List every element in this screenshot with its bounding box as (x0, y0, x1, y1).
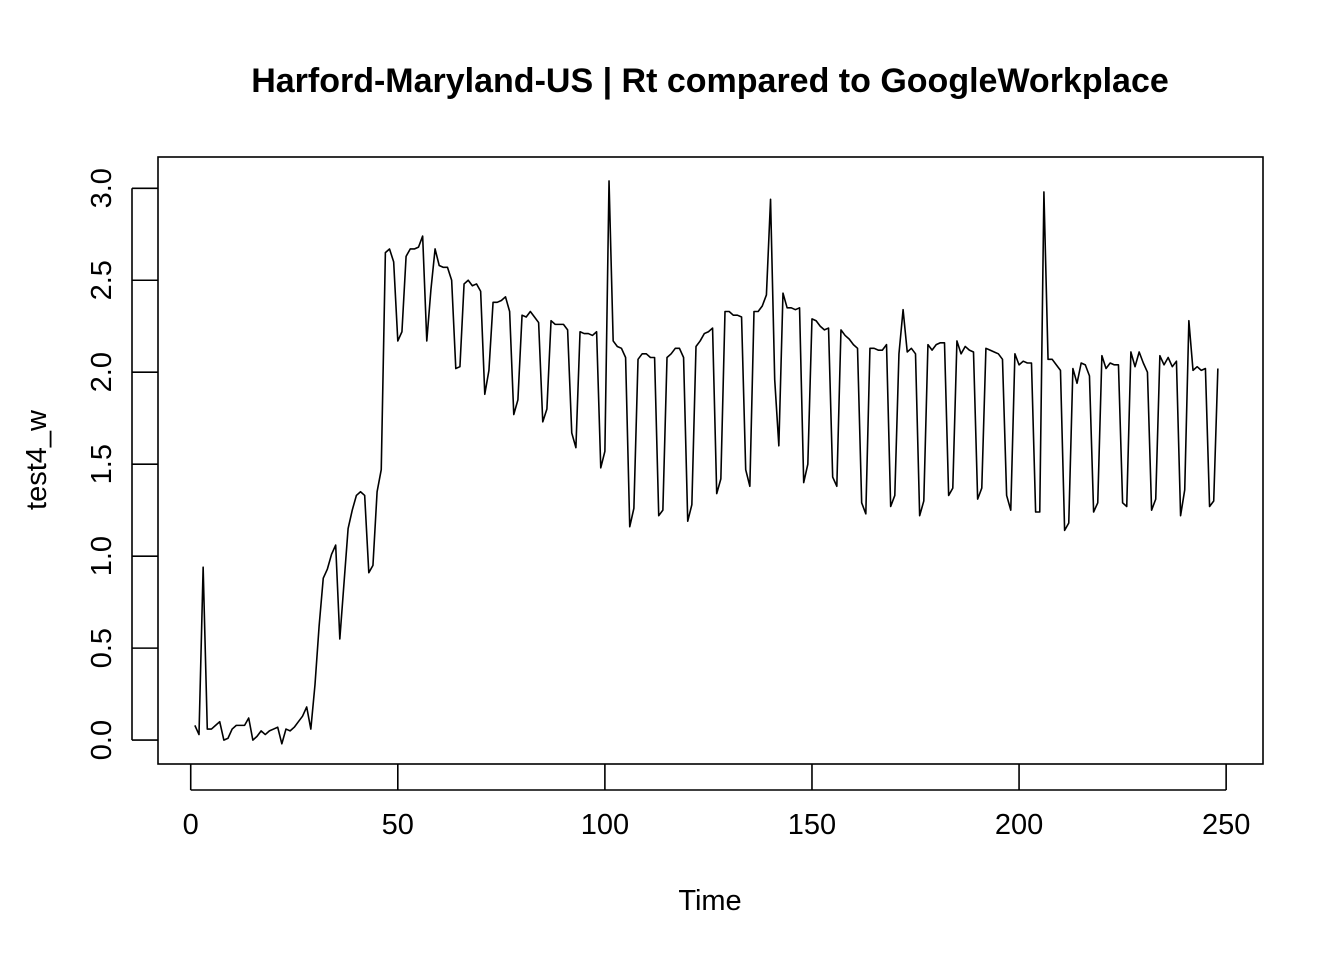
x-tick-label: 250 (1202, 809, 1250, 841)
x-tick-label: 150 (788, 809, 836, 841)
y-tick-label: 1.5 (86, 444, 118, 484)
x-tick-label: 200 (995, 809, 1043, 841)
x-tick-label: 0 (183, 809, 199, 841)
series-layer (194, 180, 1219, 745)
y-axis: 0.0 0.5 1.0 1.5 2.0 2.5 3.0 (86, 168, 158, 760)
y-tick-label: 0.0 (86, 720, 118, 760)
y-tick-label: 2.0 (86, 352, 118, 392)
y-tick-label: 2.5 (86, 260, 118, 300)
x-tick-label: 100 (581, 809, 629, 841)
chart-title: Harford-Maryland-US | Rt compared to Goo… (251, 62, 1169, 100)
series-line (194, 180, 1219, 745)
y-tick-label: 3.0 (86, 168, 118, 208)
y-tick-label: 0.5 (86, 628, 118, 668)
x-axis: 0 50 100 150 200 250 (183, 764, 1250, 841)
y-axis-label: test4_w (21, 409, 53, 510)
y-tick-label: 1.0 (86, 536, 118, 576)
x-axis-label: Time (678, 885, 741, 917)
plot-frame (157, 156, 1264, 765)
x-tick-label: 50 (382, 809, 414, 841)
